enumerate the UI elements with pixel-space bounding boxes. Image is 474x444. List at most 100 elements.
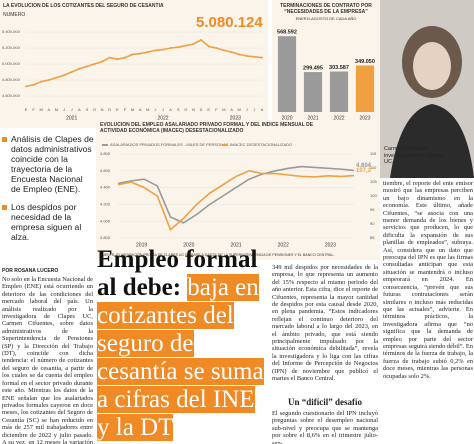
photo: Carmen Cifuentes, investigadora de Clape… xyxy=(380,0,474,178)
point xyxy=(238,53,241,56)
point xyxy=(32,83,35,86)
point xyxy=(253,55,256,58)
x-tick-label: M xyxy=(131,107,134,112)
x-tick-label: E xyxy=(116,107,119,112)
y-tick-label: 4.600 xyxy=(100,168,111,173)
point xyxy=(230,51,233,53)
y-tick-label: 4.600.000 xyxy=(2,93,21,98)
x-tick-label: A xyxy=(139,107,142,112)
line xyxy=(25,39,263,88)
point xyxy=(101,60,104,63)
cotizantes-chart: LA EVOLUCIÓN DE LOS COTIZANTES DEL SEGUR… xyxy=(0,0,268,128)
x-tick-label: S xyxy=(86,107,89,112)
year-label: 2021 xyxy=(230,242,241,248)
x-tick-label: J xyxy=(246,107,248,112)
point xyxy=(200,39,203,41)
x-tick-label: E xyxy=(207,107,210,112)
plot: 4.600.000 4.800.000 5.000.000 5.200.000 5.40… xyxy=(2,29,264,121)
x-tick-label: M xyxy=(55,107,58,112)
y-tick-label: 5.200.000 xyxy=(2,45,21,50)
middle-column: 349 mil despidos por necesidades de la e… xyxy=(272,264,378,444)
y-tick-label: 5.400.000 xyxy=(2,29,21,34)
unit: NÚMERO xyxy=(3,12,26,18)
y-tick-label: 3.800 xyxy=(100,235,111,240)
point xyxy=(55,76,58,79)
y-tick-label: 4.800.000 xyxy=(2,77,21,82)
x-tick-label: F xyxy=(124,107,127,112)
column: El segundo cuestionario del IPN incluyó … xyxy=(272,410,378,444)
x-tick-label: M xyxy=(146,107,149,112)
y-tick-label: 4.800 xyxy=(100,151,111,156)
x-tick-label: F xyxy=(215,107,218,112)
highlight: 5.080.124 xyxy=(196,14,263,31)
bar xyxy=(355,65,375,112)
x-tick-label: O xyxy=(93,107,96,112)
x-tick-label: M xyxy=(40,107,43,112)
bar xyxy=(329,71,349,112)
line xyxy=(117,165,355,224)
subhead: Un “difícil” desafío xyxy=(287,397,362,407)
x-tick-label: D xyxy=(200,107,203,112)
y-tick-label: 4.200 xyxy=(100,201,111,206)
value-label: 299.495 xyxy=(303,66,323,72)
legend-label: IMACEC DESESTACIONALIZADO xyxy=(230,142,292,147)
point xyxy=(47,79,50,81)
point xyxy=(93,63,96,65)
end-label: 4.604 xyxy=(356,163,372,169)
x-tick-label: N xyxy=(101,107,104,112)
year-label: 2019 xyxy=(136,242,147,248)
point xyxy=(162,48,165,51)
point xyxy=(146,51,149,53)
y-tick-label: 5.000.000 xyxy=(2,61,21,66)
point xyxy=(154,49,157,52)
x-tick-label: J xyxy=(63,107,65,112)
bar xyxy=(277,36,297,113)
point xyxy=(70,71,73,73)
line xyxy=(117,169,355,231)
x-tick-label: A xyxy=(230,107,233,112)
x-tick-label: A xyxy=(78,107,81,112)
portrait xyxy=(380,0,474,178)
x-tick-label: O xyxy=(184,107,187,112)
y2-tick-label: 110 xyxy=(370,165,377,170)
y2-tick-label: 85 xyxy=(370,235,375,240)
point xyxy=(85,65,88,68)
point xyxy=(215,47,218,49)
y2-tick-label: 100 xyxy=(370,193,377,198)
empleo-chart: EVOLUCIÓN DEL EMPLEO ASALARIADO PRIVADO … xyxy=(96,120,380,260)
legend-swatch xyxy=(102,144,108,146)
point xyxy=(131,53,134,56)
y-tick-label: 4.400 xyxy=(100,185,111,190)
x-tick-label: S xyxy=(177,107,180,112)
value-label: 349.050 xyxy=(355,59,375,65)
y2-tick-label: 105 xyxy=(370,179,377,184)
year-label: 2022 xyxy=(157,115,168,121)
y2-tick-label: 95 xyxy=(370,207,375,212)
year-label: 2023 xyxy=(230,115,241,121)
x-tick-label: 2022 xyxy=(333,115,344,121)
x-tick-label: M xyxy=(222,107,225,112)
headline: Empleo formal al debe: baja en cotizante… xyxy=(97,246,272,444)
x-tick-label: A xyxy=(48,107,51,112)
x-tick-label: 2020 xyxy=(281,115,292,121)
year-label: 2023 xyxy=(325,242,336,248)
subtitle: ENERO-AGOSTO DE CADA AÑO xyxy=(295,16,357,21)
y2-tick-label: 90 xyxy=(370,221,375,226)
y2-tick-label: 115 xyxy=(370,151,377,156)
bar xyxy=(303,72,323,112)
x-tick-label: A xyxy=(169,107,172,112)
headline-lead: Empleo formal al debe: xyxy=(97,246,258,301)
x-tick-label: J xyxy=(253,107,255,112)
year-label: 2020 xyxy=(183,242,194,248)
chart-title: EVOLUCIÓN DEL EMPLEO ASALARIADO PRIVADO … xyxy=(100,122,314,134)
x-tick-label: N xyxy=(192,107,195,112)
x-tick-label: J xyxy=(71,107,73,112)
x-tick-label: 2021 xyxy=(307,115,318,121)
y-tick-label: 4.000 xyxy=(100,218,111,223)
value-label: 303.587 xyxy=(329,65,349,71)
x-tick-label: D xyxy=(108,107,111,112)
point xyxy=(169,47,172,49)
chart-title: LA EVOLUCIÓN DE LOS COTIZANTES DEL SEGUR… xyxy=(3,3,164,9)
plot: 3.800 4.000 4.200 4.400 4.600 4.800 85 90 95 100 1… xyxy=(100,142,377,248)
